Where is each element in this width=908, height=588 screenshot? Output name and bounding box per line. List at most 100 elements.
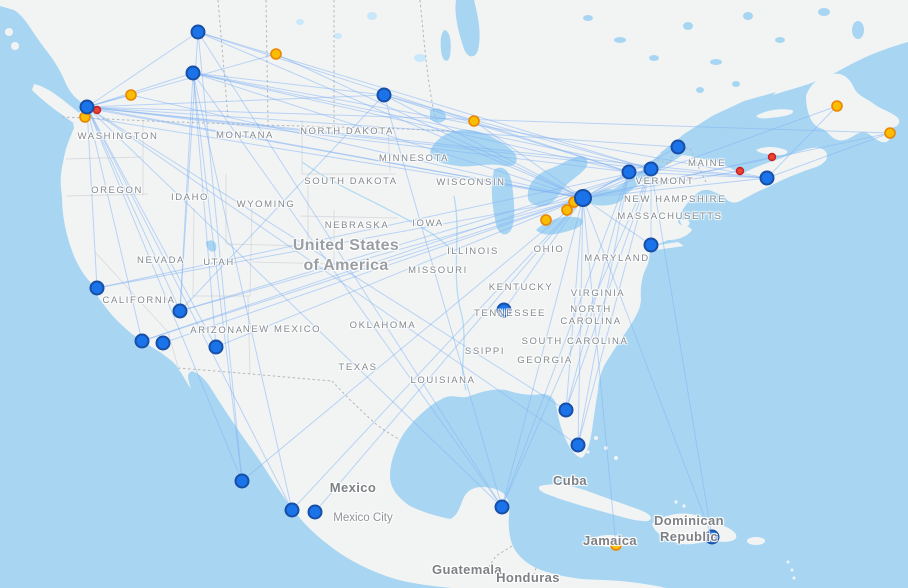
route-vancouver-montreal [86,106,652,170]
route-winnipeg-montreal [383,94,652,170]
puerto-rico [747,537,765,545]
airport-marker-new-york[interactable] [643,237,659,253]
route-edmonton-ottawa [197,31,630,173]
airport-marker-deer-lake[interactable] [831,100,843,112]
route-toronto-los-cabos [241,197,584,482]
route-calgary-ottawa [192,72,630,173]
airport-marker-punta-cana[interactable] [704,529,720,545]
route-montreal-los-angeles [141,168,652,342]
airport-marker-montego-bay[interactable] [610,539,622,551]
route-toronto-cancun [501,197,584,508]
route-toronto-puerto-vallarta [291,197,584,511]
vancouver-island [32,84,88,127]
route-toronto-victoria [84,116,584,199]
route-toronto-winnipeg [383,94,584,199]
route-toronto-saskatoon [275,53,584,199]
route-toronto-calgary [192,72,584,199]
route-vancouver-ottawa [86,106,630,173]
missouri-river [301,161,455,253]
airport-marker-los-angeles[interactable] [134,333,150,349]
airport-marker-las-vegas[interactable] [172,303,188,319]
route-winnipeg-ottawa [383,94,630,173]
airport-marker-nashville[interactable] [496,302,512,318]
airport-marker-cancun[interactable] [494,499,510,515]
route-montreal-orlando [565,168,652,411]
prince-edward-island [756,147,788,156]
route-toronto-montreal [582,168,652,199]
airport-marker-orlando[interactable] [558,402,574,418]
newfoundland [806,73,900,143]
cuba [538,484,651,522]
route-vancouver-los-angeles [86,106,143,342]
route-halifax-deer-lake [766,105,838,179]
airport-marker-ontario-ca[interactable] [155,335,171,351]
route-halifax-montreal [650,168,768,179]
airport-marker-st-johns[interactable] [884,127,896,139]
route-edmonton-cancun [197,31,503,508]
route-vancouver-edmonton [86,31,199,108]
airport-marker-los-cabos[interactable] [234,473,250,489]
anticosti-island [756,109,794,119]
route-montreal-san-francisco [96,168,652,289]
route-toronto-los-angeles [141,197,584,342]
airport-marker-saint-john[interactable] [735,166,745,176]
route-vancouver-orlando [86,106,567,411]
route-ottawa-fort-lauderdale [577,171,630,446]
route-montreal-punta-cana [650,168,713,538]
route-vancouver-calgary [86,72,194,108]
route-calgary-winnipeg [192,72,385,96]
airport-marker-saskatoon[interactable] [270,48,282,60]
route-toronto-orlando [565,197,584,411]
route-vancouver-quebec-city [86,106,679,148]
airport-marker-thunder-bay[interactable] [468,115,480,127]
route-toronto-new-york [582,197,652,246]
route-winnipeg-cancun [383,94,503,508]
route-toronto-guadalajara [314,197,584,513]
airport-marker-san-francisco[interactable] [89,280,105,296]
lake-huron [527,156,588,207]
airport-marker-fort-lauderdale[interactable] [570,437,586,453]
route-toronto-phoenix [215,197,584,348]
airport-marker-toronto[interactable] [574,189,592,207]
airport-marker-kelowna[interactable] [125,89,137,101]
route-montreal-las-vegas [179,168,652,312]
airport-marker-abbotsford[interactable] [92,105,102,115]
airport-marker-edmonton[interactable] [190,24,206,40]
airport-marker-quebec-city[interactable] [670,139,686,155]
state-borders [65,120,399,375]
route-vancouver-fort-lauderdale [86,106,579,446]
airport-marker-winnipeg[interactable] [376,87,392,103]
airport-marker-vancouver[interactable] [79,99,95,115]
airport-marker-phoenix[interactable] [208,339,224,355]
airport-marker-puerto-vallarta[interactable] [284,502,300,518]
route-vancouver-las-vegas [86,106,181,312]
pacific-ocean [0,6,452,588]
route-calgary-montreal [192,72,652,170]
route-vancouver-cancun [86,106,503,508]
airport-marker-moncton[interactable] [767,152,777,162]
route-toronto-abbotsford [96,109,584,199]
route-toronto-montego-bay [582,197,617,546]
route-toronto-san-francisco [96,197,584,289]
route-vancouver-los-cabos [86,106,243,482]
airport-marker-kitchener[interactable] [561,204,573,216]
airport-marker-calgary[interactable] [185,65,201,81]
airport-marker-london-on[interactable] [540,214,552,226]
route-toronto-fort-lauderdale [577,197,584,446]
airport-marker-guadalajara[interactable] [307,504,323,520]
route-calgary-los-cabos [192,72,243,482]
airport-marker-ottawa[interactable] [621,164,637,180]
st-lawrence-river [600,92,776,203]
route-toronto-ontario-ca [162,197,584,344]
airport-marker-halifax[interactable] [759,170,775,186]
route-montreal-cancun [501,168,652,508]
airports-layer [79,24,896,551]
route-edmonton-los-cabos [197,31,243,482]
route-halifax-st-johns [766,132,891,179]
airport-marker-montreal[interactable] [643,161,659,177]
route-vancouver-winnipeg [86,94,385,108]
route-toronto-halifax [582,177,768,199]
route-vancouver-san-francisco [86,106,98,289]
